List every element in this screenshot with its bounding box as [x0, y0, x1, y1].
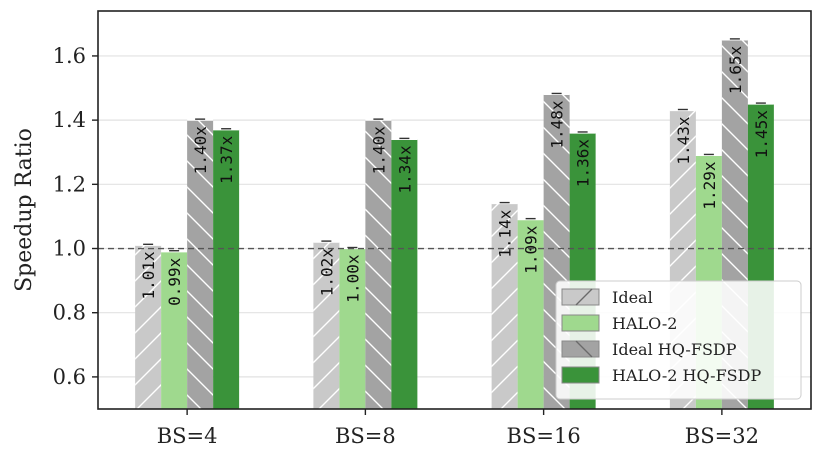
bar-value-labels: 1.01x 0.99x 1.40x 1.37x 1.02x 1.00x 1.40x 1.34x… — [139, 46, 771, 306]
legend-swatch — [561, 340, 600, 358]
bar-value-label: 1.65x — [726, 46, 745, 95]
bar — [391, 139, 418, 409]
plot-frame — [97, 10, 812, 410]
x-tick-label: BS=32 — [685, 424, 759, 448]
legend-swatch — [561, 314, 600, 332]
bar — [339, 248, 366, 409]
x-tick-label: BS=4 — [157, 424, 218, 448]
legend-label: HALO-2 — [612, 314, 677, 333]
bar-hatch — [313, 242, 340, 409]
bar-hatch — [365, 120, 392, 409]
bar-value-label: 1.02x — [317, 248, 336, 297]
bar-value-label: 1.37x — [217, 135, 236, 184]
bar-value-label: 1.34x — [395, 145, 414, 194]
bar-value-label: 1.48x — [548, 100, 567, 149]
y-tick-label: 1.2 — [53, 172, 86, 196]
bar-value-label: 1.43x — [674, 116, 693, 165]
y-tick-label: 1.6 — [53, 44, 86, 68]
bar-value-label: 1.29x — [700, 161, 719, 210]
y-axis-ticks: 0.6 0.8 1.0 1.2 1.4 1.6 — [53, 44, 98, 389]
bar-value-label: 0.99x — [165, 257, 184, 306]
bar-value-label: 1.14x — [496, 209, 515, 258]
legend-swatch-hatch — [575, 288, 593, 306]
legend: Ideal HALO-2 Ideal HQ-FSDP HALO-2 HQ-FSDP — [555, 280, 802, 400]
legend-label: HALO-2 HQ-FSDP — [612, 366, 761, 385]
legend-swatch — [561, 366, 600, 384]
legend-swatch-hatch — [575, 340, 593, 358]
legend-label: Ideal HQ-FSDP — [612, 340, 737, 359]
x-axis-ticks: BS=4 BS=8 BS=16 BS=32 — [157, 409, 759, 448]
bar-value-label: 1.36x — [574, 139, 593, 188]
legend-label: Ideal — [612, 288, 653, 307]
bar-value-label: 1.01x — [139, 251, 158, 300]
bar — [517, 219, 544, 409]
legend-box — [555, 280, 802, 400]
legend-swatch — [561, 288, 600, 306]
y-axis-label: Speedup Ratio — [12, 128, 37, 292]
x-tick-label: BS=8 — [335, 424, 396, 448]
y-tick-label: 0.6 — [53, 365, 86, 389]
bar-hatch — [135, 245, 162, 409]
bar-value-label: 1.09x — [522, 225, 541, 274]
bar-value-label: 1.00x — [343, 254, 362, 303]
bar-value-label: 1.40x — [191, 126, 210, 175]
bar-hatch — [187, 120, 214, 409]
bar-hatch — [491, 203, 518, 409]
bar — [161, 251, 188, 409]
bar — [213, 129, 240, 409]
y-tick-label: 1.0 — [53, 237, 86, 261]
y-tick-label: 0.8 — [53, 301, 86, 325]
bar-value-label: 1.45x — [752, 110, 771, 159]
y-tick-label: 1.4 — [53, 108, 86, 132]
bar-value-label: 1.40x — [369, 126, 388, 175]
x-tick-label: BS=16 — [507, 424, 581, 448]
